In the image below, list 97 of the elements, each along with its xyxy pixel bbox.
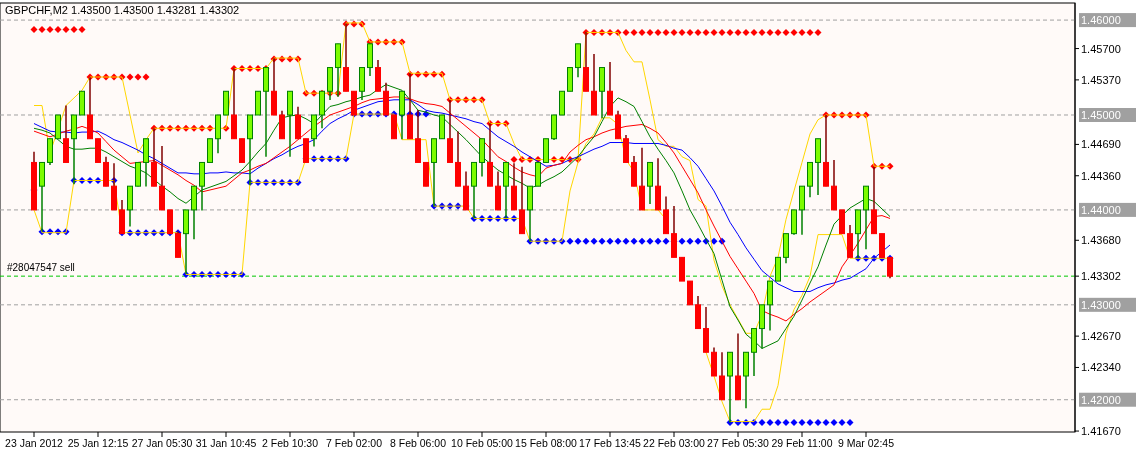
y-tick-label: 1.43302 bbox=[1081, 270, 1121, 283]
candlestick bbox=[559, 90, 565, 116]
x-tick-label: 25 Jan 12:15 bbox=[67, 437, 129, 449]
x-tick-label: 15 Feb 08:00 bbox=[515, 437, 578, 449]
candlestick bbox=[495, 170, 501, 211]
y-tick-label: 1.44360 bbox=[1081, 169, 1121, 182]
candlestick bbox=[719, 351, 725, 401]
x-tick-label: 29 Feb 11:00 bbox=[771, 437, 833, 449]
x-tick-label: 17 Feb 13:45 bbox=[579, 437, 642, 449]
candlestick bbox=[639, 146, 645, 211]
x-tick-label: 8 Feb 06:00 bbox=[389, 437, 447, 449]
candlestick bbox=[839, 209, 845, 235]
candlestick bbox=[807, 161, 813, 199]
x-tick-label: 7 Feb 02:00 bbox=[325, 437, 383, 449]
y-tick-label: 1.45700 bbox=[1081, 42, 1121, 55]
candlestick bbox=[695, 295, 701, 330]
candlestick bbox=[447, 99, 453, 164]
candlestick bbox=[743, 351, 749, 410]
candlestick bbox=[239, 137, 245, 164]
candlestick bbox=[287, 90, 293, 158]
candlestick bbox=[103, 155, 109, 187]
candlestick bbox=[711, 346, 717, 377]
ref-line-label: 1.44000 bbox=[1081, 203, 1121, 216]
candlestick bbox=[79, 90, 85, 116]
x-tick-label: 10 Feb 05:00 bbox=[451, 437, 514, 449]
candlestick bbox=[223, 90, 229, 116]
ref-line-label: 1.45000 bbox=[1081, 109, 1121, 121]
candlestick bbox=[519, 165, 525, 235]
candlestick bbox=[679, 256, 685, 282]
candlestick bbox=[55, 114, 61, 140]
y-tick-label: 1.43680 bbox=[1081, 234, 1121, 247]
candlestick bbox=[775, 256, 781, 282]
candlestick bbox=[815, 137, 821, 196]
candlestick bbox=[583, 31, 589, 93]
candlestick bbox=[479, 137, 485, 178]
x-tick-label: 27 Jan 05:30 bbox=[131, 437, 193, 449]
candlestick bbox=[567, 66, 573, 93]
candlestick bbox=[159, 145, 165, 211]
candlestick bbox=[47, 137, 53, 166]
candlestick bbox=[631, 155, 637, 187]
candlestick bbox=[855, 209, 861, 259]
candlestick bbox=[279, 109, 285, 140]
x-tick-label: 31 Jan 10:45 bbox=[195, 437, 257, 449]
candlestick bbox=[151, 127, 157, 187]
ref-line-label: 1.43000 bbox=[1081, 298, 1121, 311]
candlestick bbox=[135, 161, 141, 188]
candlestick bbox=[591, 53, 597, 116]
candlestick bbox=[39, 161, 45, 233]
candlestick bbox=[455, 130, 461, 187]
candlestick bbox=[127, 185, 133, 228]
candlestick bbox=[439, 114, 445, 140]
x-tick-label: 27 Feb 05:30 bbox=[707, 437, 770, 449]
candlestick bbox=[647, 161, 653, 205]
ref-line-label: 1.46000 bbox=[1081, 14, 1121, 27]
candlestick bbox=[799, 185, 805, 236]
candlestick bbox=[783, 232, 789, 264]
candlestick bbox=[143, 137, 149, 188]
ref-line-label: #28047547 sell bbox=[7, 262, 75, 274]
candlestick bbox=[95, 137, 101, 164]
candlestick bbox=[199, 161, 205, 212]
candlestick bbox=[207, 137, 213, 164]
candlestick bbox=[63, 104, 69, 164]
x-tick-label: 2 Feb 10:30 bbox=[261, 437, 319, 449]
y-tick-label: 1.42340 bbox=[1081, 361, 1121, 374]
candlestick bbox=[831, 159, 837, 211]
chart-title: GBPCHF,M2 1.43500 1.43500 1.43281 1.43302 bbox=[5, 4, 240, 16]
ref-line-label: 1.42000 bbox=[1081, 393, 1121, 406]
candlestick bbox=[607, 61, 613, 116]
y-tick-label: 1.41670 bbox=[1081, 425, 1121, 438]
candlestick bbox=[255, 90, 261, 116]
candlestick bbox=[791, 209, 797, 236]
candlestick bbox=[623, 134, 629, 164]
candlestick bbox=[575, 43, 581, 79]
candlestick bbox=[767, 280, 773, 332]
candlestick bbox=[871, 165, 877, 235]
candlestick bbox=[615, 109, 621, 140]
candlestick bbox=[703, 306, 709, 354]
candlestick bbox=[295, 105, 301, 140]
candlestick bbox=[375, 59, 381, 93]
candlestick bbox=[311, 114, 317, 148]
y-tick-label: 1.44690 bbox=[1081, 138, 1121, 151]
candlestick bbox=[735, 332, 741, 401]
candlestick bbox=[847, 224, 853, 259]
candlestick bbox=[863, 185, 869, 250]
candlestick bbox=[663, 195, 669, 235]
candlestick bbox=[191, 185, 197, 240]
candlestick bbox=[655, 157, 661, 211]
candlestick bbox=[423, 161, 429, 187]
x-tick-label: 23 Jan 2012 bbox=[5, 437, 64, 449]
candlestick bbox=[183, 209, 189, 275]
y-tick-label: 1.42670 bbox=[1081, 330, 1121, 343]
x-tick-label: 9 Mar 02:45 bbox=[837, 437, 895, 449]
candlestick bbox=[551, 114, 557, 141]
candlestick bbox=[823, 114, 829, 187]
x-tick-label: 22 Feb 03:00 bbox=[643, 437, 706, 449]
candlestick bbox=[687, 280, 693, 306]
y-tick-label: 1.45370 bbox=[1081, 73, 1121, 86]
